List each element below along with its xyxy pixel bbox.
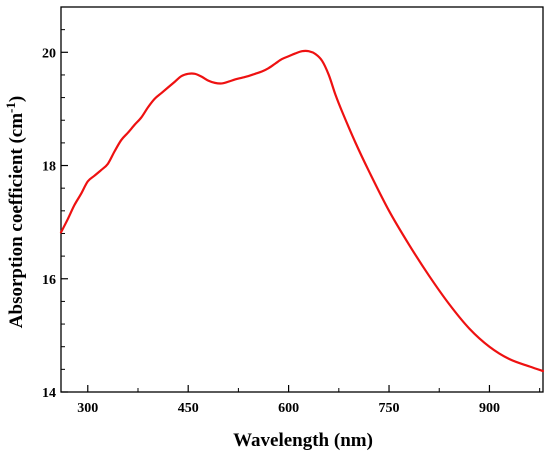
x-tick-label: 900: [479, 401, 500, 416]
y-tick-label: 18: [42, 160, 56, 175]
x-tick-label: 600: [278, 401, 299, 416]
y-axis-title: Absorption coefficient (cm-1): [3, 96, 27, 328]
x-tick-label: 450: [178, 401, 199, 416]
axes: [60, 6, 544, 393]
plot-frame: [60, 6, 544, 393]
x-axis-title: Wavelength (nm): [233, 430, 373, 451]
series-layer: [59, 49, 545, 373]
x-tick-label: 750: [379, 401, 400, 416]
x-tick-label: 300: [77, 401, 98, 416]
ticks: 300 450 600 750 900 14 16 18 20: [42, 6, 541, 416]
y-axis-title-close: ): [6, 96, 27, 102]
y-axis-title-superscript: -1: [3, 102, 18, 113]
y-tick-label: 16: [42, 273, 56, 288]
y-tick-label: 20: [42, 46, 56, 61]
y-tick-label: 14: [42, 386, 56, 401]
y-axis-title-main: Absorption coefficient (cm: [6, 113, 27, 328]
series-line: [59, 49, 545, 373]
